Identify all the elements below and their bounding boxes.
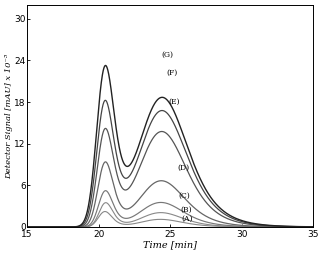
X-axis label: Time [min]: Time [min] bbox=[143, 240, 197, 249]
Text: (C): (C) bbox=[179, 192, 191, 200]
Text: (F): (F) bbox=[166, 69, 177, 77]
Text: (B): (B) bbox=[180, 206, 192, 214]
Text: (E): (E) bbox=[169, 98, 180, 106]
Text: (G): (G) bbox=[162, 51, 174, 59]
Text: (A): (A) bbox=[182, 215, 193, 223]
Y-axis label: Detector Signal [mAU] x 10⁻⁵: Detector Signal [mAU] x 10⁻⁵ bbox=[5, 53, 13, 179]
Text: (D): (D) bbox=[178, 164, 190, 172]
